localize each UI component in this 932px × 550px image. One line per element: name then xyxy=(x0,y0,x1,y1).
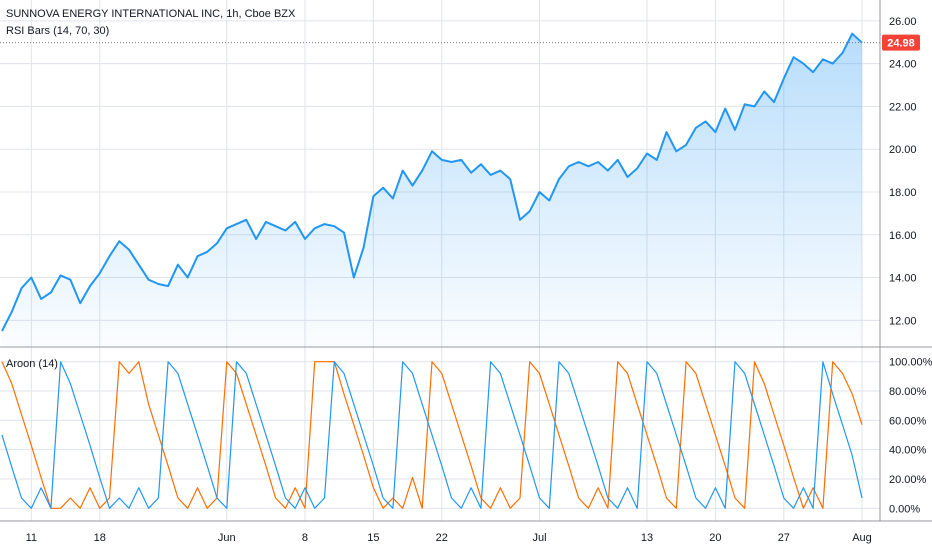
x-tick-label: 11 xyxy=(26,532,37,544)
rsi-indicator-label[interactable]: RSI Bars (14, 70, 30) xyxy=(6,25,110,37)
price-tick-label: 16.00 xyxy=(889,230,917,242)
price-tick-label: 18.00 xyxy=(889,187,917,199)
price-area-fill xyxy=(2,33,862,346)
x-tick-label: 15 xyxy=(367,532,379,544)
aroon-tick-label: 100.00% xyxy=(889,357,932,369)
price-axis: 12.00 14.00 16.00 18.00 20.00 22.00 24.00 26.00… xyxy=(0,0,932,522)
aroon-tick-label: 40.00% xyxy=(889,445,927,457)
last-price-label: 24.98 xyxy=(887,38,915,50)
aroon-down-line xyxy=(1,361,863,509)
time-axis: 11 18 Jun 8 15 22 Jul 13 20 27 Aug xyxy=(26,532,872,544)
aroon-pane[interactable] xyxy=(1,361,863,509)
price-pane[interactable] xyxy=(0,32,880,346)
x-tick-label: 27 xyxy=(778,532,790,544)
price-tick-label: 14.00 xyxy=(889,273,917,285)
x-tick-label: Jul xyxy=(532,532,546,544)
aroon-tick-label: 60.00% xyxy=(889,415,927,427)
price-tick-label: 12.00 xyxy=(889,315,917,327)
aroon-indicator-label[interactable]: Aroon (14) xyxy=(6,358,58,370)
price-tick-label: 24.00 xyxy=(889,59,917,71)
aroon-tick-label: 80.00% xyxy=(889,386,927,398)
x-tick-label: 13 xyxy=(641,532,653,544)
x-tick-label: 22 xyxy=(436,532,448,544)
x-tick-label: 8 xyxy=(302,532,308,544)
aroon-tick-label: 0.00% xyxy=(889,503,920,515)
x-tick-label: Jun xyxy=(218,532,236,544)
price-tick-label: 20.00 xyxy=(889,144,917,156)
x-tick-label: 18 xyxy=(94,532,106,544)
price-tick-label: 22.00 xyxy=(889,101,917,113)
last-price-badge xyxy=(882,34,920,51)
price-line xyxy=(1,32,863,332)
aroon-tick-label: 20.00% xyxy=(889,474,927,486)
chart-title[interactable]: SUNNOVA ENERGY INTERNATIONAL INC, 1h, Cb… xyxy=(6,8,296,20)
x-tick-label: 20 xyxy=(709,532,721,544)
aroon-up-line xyxy=(1,361,863,509)
x-tick-label: Aug xyxy=(852,532,872,544)
price-tick-label: 26.00 xyxy=(889,16,917,28)
